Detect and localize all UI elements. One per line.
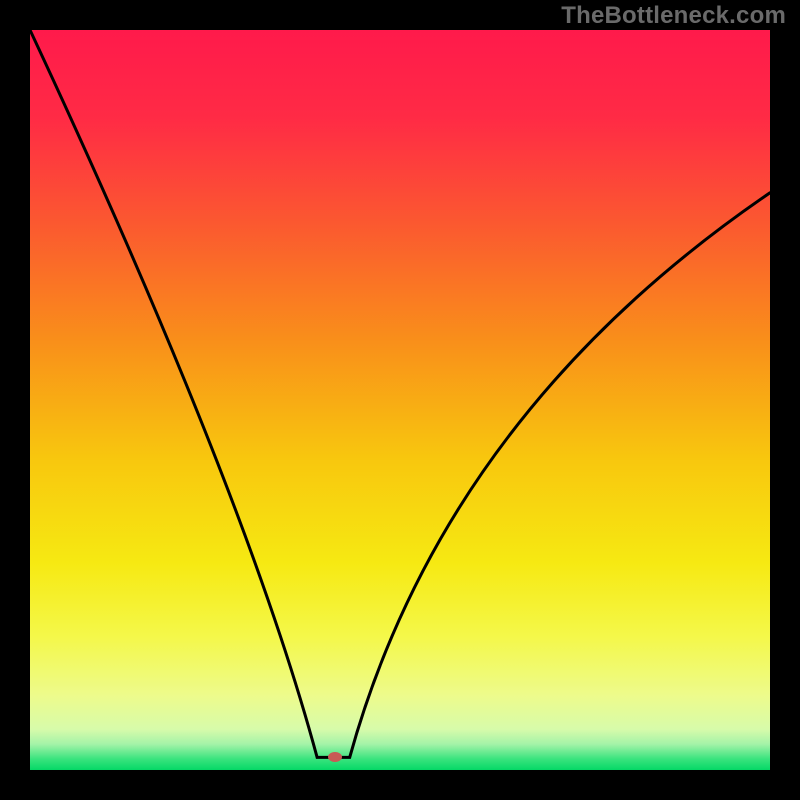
watermark-text: TheBottleneck.com: [561, 2, 786, 30]
optimum-marker: [328, 752, 342, 762]
chart-frame: TheBottleneck.com: [0, 0, 800, 800]
bottleneck-curve: [30, 30, 770, 770]
optimum-marker-icon: [328, 752, 342, 762]
plot-area: [30, 30, 770, 770]
